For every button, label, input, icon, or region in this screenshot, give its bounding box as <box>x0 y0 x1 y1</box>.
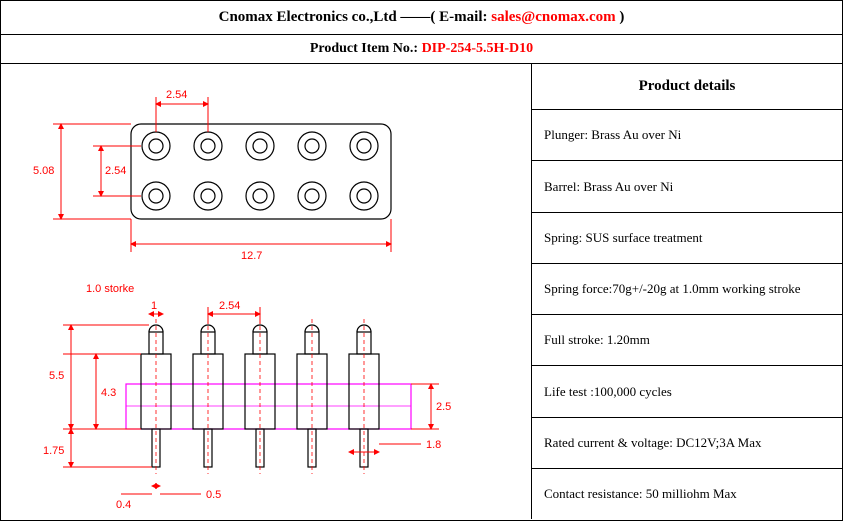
dim-stroke: 1.0 storke <box>86 283 134 295</box>
dim-height: 5.08 <box>33 165 54 177</box>
details-panel: Product details Plunger: Brass Au over N… <box>532 64 842 519</box>
item-number: DIP-254-5.5H-D10 <box>422 41 534 56</box>
detail-row: Barrel: Brass Au over Ni <box>532 161 842 212</box>
dim-body-w: 1.8 <box>426 439 441 451</box>
top-view: 2.54 5.08 2.54 12.7 <box>33 89 391 262</box>
company-name: Cnomax Electronics co.,Ltd <box>219 9 397 25</box>
dim-pin-w: 0.5 <box>206 489 221 501</box>
drawing-panel: 2.54 5.08 2.54 12.7 <box>1 64 532 519</box>
details-title: Product details <box>532 64 842 110</box>
dim-h43: 4.3 <box>101 387 116 399</box>
dim-h175: 1.75 <box>43 445 64 457</box>
dim-plunger-w: 1 <box>151 300 157 312</box>
side-view: 1.0 storke 1 2.54 5.5 4.3 1.75 2.5 1.8 0… <box>43 283 451 511</box>
detail-row: Plunger: Brass Au over Ni <box>532 110 842 161</box>
dim-side-pitch: 2.54 <box>219 300 240 312</box>
datasheet-frame: Cnomax Electronics co.,Ltd ——( E-mail: s… <box>0 0 843 521</box>
email-value: sales@cnomax.com <box>491 9 615 25</box>
technical-drawing: 2.54 5.08 2.54 12.7 <box>1 64 531 519</box>
dim-pitch-x: 2.54 <box>166 89 187 101</box>
dim-pitch-y: 2.54 <box>105 165 126 177</box>
detail-row: Rated current & voltage: DC12V;3A Max <box>532 418 842 469</box>
email-label: E-mail: <box>439 9 487 25</box>
main-content: 2.54 5.08 2.54 12.7 <box>1 64 842 519</box>
item-header: Product Item No.: DIP-254-5.5H-D10 <box>1 35 842 64</box>
detail-row: Full stroke: 1.20mm <box>532 315 842 366</box>
dim-band: 2.5 <box>436 401 451 413</box>
detail-row: Contact resistance: 50 milliohm Max <box>532 469 842 519</box>
detail-row: Spring: SUS surface treatment <box>532 213 842 264</box>
dim-h55: 5.5 <box>49 370 64 382</box>
dim-width: 12.7 <box>241 250 262 262</box>
detail-row: Spring force:70g+/-20g at 1.0mm working … <box>532 264 842 315</box>
detail-row: Life test :100,000 cycles <box>532 366 842 417</box>
sep: ——( <box>400 9 435 25</box>
close-paren: ) <box>619 9 624 25</box>
dim-offset: 0.4 <box>116 499 131 511</box>
company-header: Cnomax Electronics co.,Ltd ——( E-mail: s… <box>1 1 842 35</box>
item-label: Product Item No.: <box>310 41 418 56</box>
